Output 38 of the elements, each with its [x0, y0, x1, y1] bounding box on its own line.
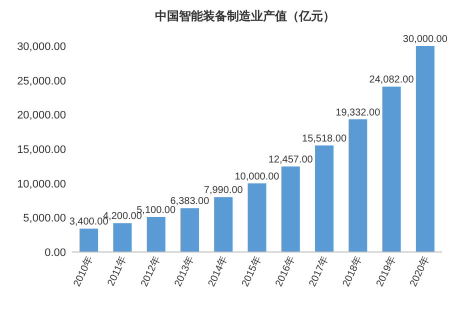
x-tick-label: 2015年	[239, 254, 264, 288]
x-tick-label: 2016年	[272, 254, 298, 288]
x-tick-label: 2014年	[206, 254, 230, 288]
bar	[113, 223, 132, 252]
y-tick-label: 10,000.00	[17, 178, 66, 190]
y-tick-label: 30,000.00	[17, 41, 66, 53]
x-tick-label: 2018年	[340, 254, 365, 288]
bar	[80, 228, 98, 252]
bar	[248, 183, 266, 252]
data-label: 15,518.00	[302, 133, 347, 144]
bar	[214, 197, 233, 252]
x-tick-label: 2013年	[172, 254, 196, 288]
bar	[348, 119, 368, 252]
bar	[382, 86, 401, 252]
x-tick-label: 2011年	[104, 254, 130, 288]
data-label: 10,000.00	[234, 171, 280, 182]
chart-title: 中国智能装备制造业产值（亿元）	[155, 9, 335, 23]
data-label: 7,990.00	[204, 185, 244, 196]
x-tick-label: 2019年	[374, 254, 398, 288]
data-label: 24,082.00	[369, 74, 414, 86]
data-label: 12,457.00	[268, 154, 314, 166]
x-tick-label: 2012年	[138, 254, 163, 288]
data-label: 6,383.00	[170, 196, 210, 208]
y-tick-label: 20,000.00	[17, 110, 66, 122]
y-tick-label: 15,000.00	[17, 144, 66, 156]
x-tick-label: 2017年	[306, 254, 331, 288]
data-label: 19,332.00	[336, 107, 381, 118]
bar	[315, 145, 334, 252]
y-tick-label: 25,000.00	[17, 75, 66, 88]
bar	[146, 216, 166, 252]
x-tick-label: 2010年	[71, 254, 96, 288]
x-tick-label: 2020年	[407, 254, 432, 288]
bar	[416, 46, 434, 252]
bar	[281, 166, 300, 252]
y-tick-label: 0.00	[44, 247, 66, 259]
y-tick-label: 5,000.00	[23, 212, 66, 225]
bar	[180, 208, 199, 252]
data-label: 30,000.00	[402, 34, 448, 45]
